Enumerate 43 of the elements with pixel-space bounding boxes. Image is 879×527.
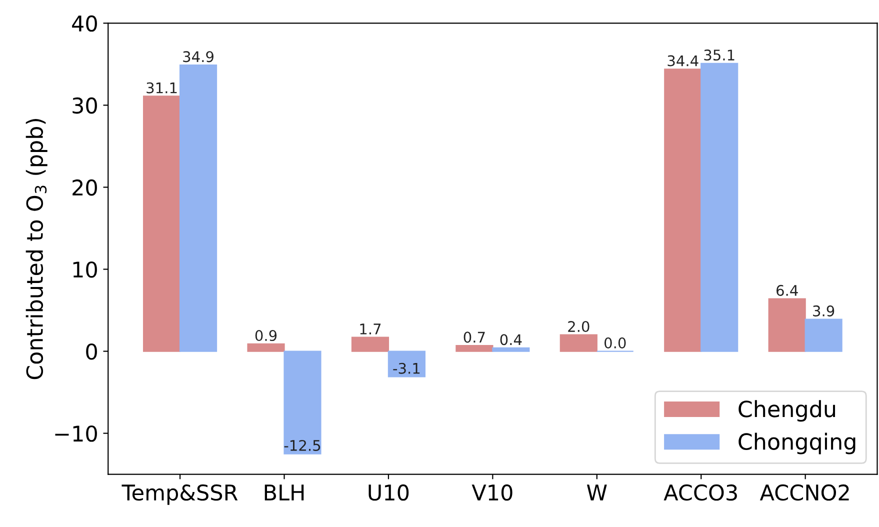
data-label: 3.9	[813, 305, 834, 316]
x-tick-label: Temp&SSR	[122, 484, 238, 505]
data-label: 35.1	[704, 50, 734, 61]
bar	[664, 68, 702, 352]
data-label: 0.7	[464, 332, 485, 343]
bar	[284, 350, 322, 454]
bar	[804, 318, 842, 352]
data-label: 34.4	[668, 55, 698, 66]
x-tick-label: W	[586, 484, 607, 500]
x-tick-label: U10	[368, 484, 409, 501]
x-tick-label: ACCO3	[664, 484, 737, 501]
data-label: 0.0	[604, 337, 626, 348]
y-tick-label: 0	[86, 343, 97, 360]
y-tick-label: 20	[72, 179, 97, 196]
bar	[142, 96, 181, 352]
data-label: 0.4	[500, 334, 522, 346]
y-axis-title: Contributed to O$_{3}$ (ppb)	[26, 119, 48, 380]
bar	[351, 336, 390, 352]
data-label: -3.1	[393, 362, 420, 374]
x-tick-label: ACCNO2	[760, 484, 849, 501]
x-tick-label: V10	[472, 484, 512, 501]
y-tick-label: 40	[72, 15, 97, 32]
data-label: 0.9	[255, 330, 277, 342]
data-label: 31.1	[146, 82, 177, 94]
x-tick-label: BLH	[264, 484, 304, 500]
bar	[388, 350, 426, 378]
bar	[560, 334, 598, 352]
bar	[492, 347, 530, 352]
bar	[247, 343, 285, 352]
y-tick-label: 30	[72, 97, 97, 114]
legend-label: Chongqing	[738, 432, 856, 454]
bar	[768, 298, 806, 352]
data-label: 34.9	[183, 51, 214, 62]
data-label: -12.5	[284, 440, 320, 451]
data-label: 6.4	[776, 284, 798, 296]
bar	[179, 64, 218, 352]
data-label: 1.7	[360, 324, 381, 334]
bar	[700, 62, 738, 352]
legend-label: Chengdu	[738, 400, 836, 422]
y-tick-label: −10	[55, 425, 97, 442]
data-label: 2.0	[568, 321, 590, 332]
bar	[456, 344, 494, 352]
y-tick-label: 10	[73, 261, 97, 278]
